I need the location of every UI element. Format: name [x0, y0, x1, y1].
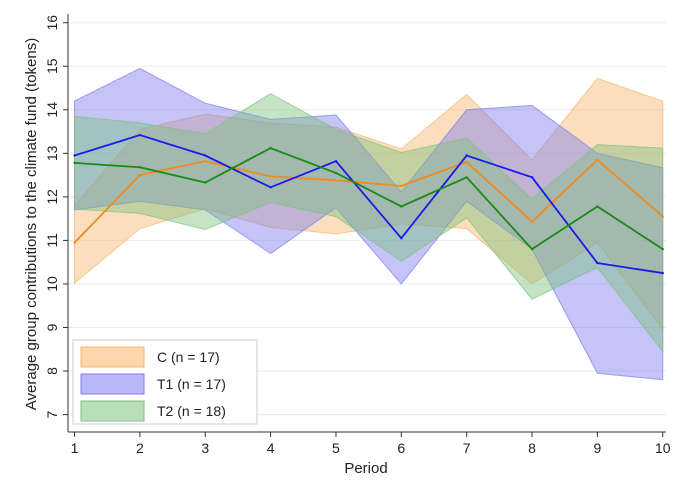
legend-label-3: T2 (n = 18)	[157, 403, 226, 419]
y-tick-label: 8	[44, 367, 60, 375]
data-point	[465, 176, 468, 179]
y-axis-title: Average group contributions to the clima…	[23, 38, 40, 410]
data-point	[661, 271, 664, 275]
confidence-band-3	[74, 93, 664, 353]
data-point	[334, 159, 338, 163]
data-point	[465, 160, 468, 164]
legend-swatch-2	[80, 373, 145, 395]
x-tick-label: 2	[136, 440, 144, 456]
data-point	[465, 154, 468, 157]
data-point	[73, 241, 76, 244]
legend-swatch-3	[80, 400, 145, 422]
y-tick-label: 16	[44, 15, 60, 31]
data-point	[661, 247, 664, 251]
data-point	[204, 181, 207, 184]
legend-label-2: T1 (n = 17)	[157, 376, 226, 392]
series-lines	[73, 133, 664, 275]
data-point	[334, 179, 338, 182]
data-point	[269, 146, 272, 150]
x-tick-label: 9	[593, 440, 601, 456]
data-point	[73, 154, 76, 157]
y-tick-label: 14	[44, 102, 60, 118]
x-tick-label: 1	[71, 440, 79, 456]
confidence-band-2	[74, 67, 664, 381]
y-tick-label: 15	[44, 58, 60, 74]
data-point	[661, 215, 664, 218]
series-line-1	[73, 158, 664, 244]
data-point	[204, 159, 207, 163]
data-point	[596, 205, 599, 208]
y-tick-label: 12	[44, 189, 60, 205]
data-point	[596, 261, 599, 265]
data-point	[138, 173, 142, 177]
data-point	[530, 220, 534, 223]
legend: C (n = 17) T1 (n = 17) T2 (n = 18)	[72, 339, 258, 425]
data-point	[73, 161, 76, 165]
x-tick-label: 10	[655, 440, 671, 456]
series-line-2	[74, 134, 663, 274]
x-tick-label: 4	[267, 440, 275, 456]
legend-swatch-1	[80, 346, 145, 368]
y-tick-label: 11	[44, 233, 60, 248]
data-point	[400, 237, 403, 240]
data-point	[334, 171, 338, 175]
data-point	[138, 133, 142, 137]
confidence-bands	[74, 67, 664, 381]
x-tick-label: 8	[528, 440, 536, 456]
x-tick-label: 3	[201, 440, 209, 456]
data-point	[138, 166, 142, 169]
x-tick-label: 7	[463, 440, 471, 456]
axes	[67, 14, 666, 433]
y-tick-label: 7	[44, 410, 60, 418]
y-tick-label: 13	[44, 145, 60, 161]
legend-label-1: C (n = 17)	[157, 349, 220, 365]
y-tick-label: 9	[44, 323, 60, 331]
data-point	[596, 158, 599, 162]
series-line-3	[74, 147, 664, 251]
data-point	[530, 247, 534, 251]
data-point	[400, 184, 403, 188]
data-point	[269, 175, 272, 178]
y-tick-label: 10	[44, 276, 60, 292]
data-point	[204, 154, 207, 157]
data-point	[269, 186, 272, 189]
x-tick-label: 6	[397, 440, 405, 456]
x-tick-label: 5	[332, 440, 340, 456]
data-point	[530, 176, 534, 179]
data-point	[400, 205, 403, 208]
x-axis-title: Period	[344, 460, 387, 477]
